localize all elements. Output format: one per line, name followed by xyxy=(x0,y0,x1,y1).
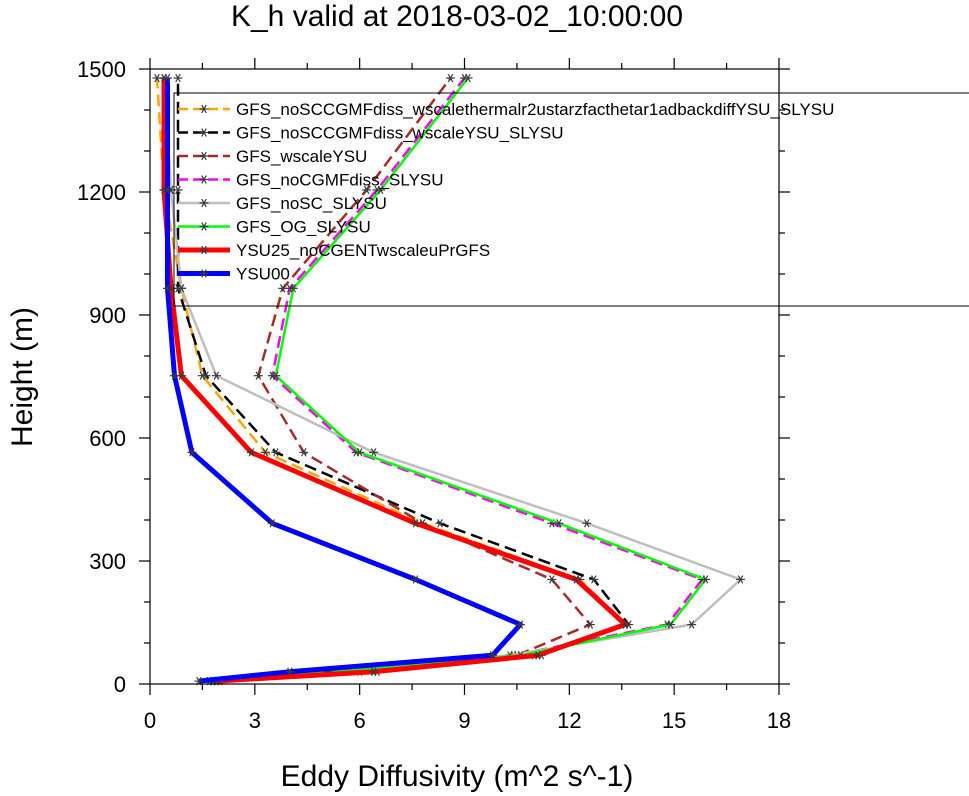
series-8 xyxy=(162,73,525,686)
series-6-point xyxy=(376,185,386,195)
legend-marker xyxy=(199,269,209,278)
series-5-point xyxy=(687,620,697,629)
series-8-point xyxy=(162,73,172,83)
x-tick-label: 9 xyxy=(458,708,470,733)
legend-box xyxy=(173,92,969,307)
legend-entry-2: GFS_noSCCGMFdiss_wscaleYSU_SLYSU xyxy=(178,124,564,143)
series-5-point xyxy=(176,284,186,293)
legend-label: GFS_noSCCGMFdiss_wscaleYSU_SLYSU xyxy=(236,124,564,143)
series-1-point xyxy=(260,448,270,457)
y-axis-label: Height (m) xyxy=(6,307,39,447)
legend-label: GFS_noCGMFdiss_SLYSU xyxy=(236,171,444,190)
chart-title: K_h valid at 2018-03-02_10:00:00 xyxy=(231,0,683,33)
series-5-point xyxy=(211,371,221,380)
legend-marker xyxy=(199,198,209,208)
series-5-point xyxy=(736,575,746,584)
legend-entry-8: YSU00 xyxy=(178,265,290,284)
series-8-point xyxy=(169,371,179,380)
series-line-3 xyxy=(212,77,592,683)
legend-marker xyxy=(199,104,209,114)
series-7-point xyxy=(246,448,256,457)
series-7-point xyxy=(571,575,581,584)
legend-entry-1: GFS_noSCCGMFdiss_wscalethermalr2ustarzfa… xyxy=(178,100,834,119)
series-6-point xyxy=(554,519,564,528)
series-3-point xyxy=(253,371,263,380)
legend-label: GFS_wscaleYSU xyxy=(236,147,367,166)
legend-entry-4: GFS_noCGMFdiss_SLYSU xyxy=(178,171,444,190)
series-8-point xyxy=(162,284,172,293)
series-6-point xyxy=(355,448,365,457)
x-tick-label: 3 xyxy=(249,708,261,733)
y-tick-label: 300 xyxy=(89,549,126,574)
series-3-point xyxy=(362,185,372,195)
legend-label: YSU00 xyxy=(236,265,290,284)
y-tick-label: 0 xyxy=(114,672,126,697)
series-7-point xyxy=(533,651,543,660)
y-tick-label: 1200 xyxy=(77,180,126,205)
x-tick-label: 18 xyxy=(767,708,791,733)
legend-marker xyxy=(199,175,209,184)
legend-label: YSU25_noCGENTwscaleuPrGFS xyxy=(236,241,490,260)
series-5-point xyxy=(369,448,379,457)
legend-marker xyxy=(199,222,209,231)
legend-entry-5: GFS_noSC_SLYSU xyxy=(178,194,387,213)
series-7-point xyxy=(369,667,379,676)
legend-marker xyxy=(199,245,209,255)
legend-entry-6: GFS_OG_SLYSU xyxy=(178,218,371,237)
legend-marker xyxy=(199,128,209,137)
series-6-point xyxy=(463,73,473,83)
legend-label: GFS_OG_SLYSU xyxy=(236,218,371,237)
series-6-point xyxy=(288,284,298,293)
y-tick-label: 900 xyxy=(89,303,126,328)
series-2-point xyxy=(589,575,599,584)
series-3-point xyxy=(547,575,557,584)
x-tick-label: 0 xyxy=(144,708,156,733)
series-7-point xyxy=(411,519,421,528)
legend-marker xyxy=(199,151,209,161)
y-tick-label: 600 xyxy=(89,426,126,451)
legend-entry-7: YSU25_noCGENTwscaleuPrGFS xyxy=(178,241,490,260)
legend-label: GFS_noSC_SLYSU xyxy=(236,194,387,213)
y-tick-label: 1500 xyxy=(77,57,126,82)
legend-entry-3: GFS_wscaleYSU xyxy=(178,147,367,166)
series-7-point xyxy=(620,620,630,629)
series-6-point xyxy=(701,575,711,584)
legend-label: GFS_noSCCGMFdiss_wscalethermalr2ustarzfa… xyxy=(236,100,834,119)
series-line-4 xyxy=(212,77,704,683)
series-8-point xyxy=(285,667,295,676)
legend: GFS_noSCCGMFdiss_wscalethermalr2ustarzfa… xyxy=(173,92,969,307)
x-tick-label: 6 xyxy=(354,708,366,733)
series-8-point xyxy=(487,651,497,660)
series-8-point xyxy=(187,448,197,457)
series-line-2 xyxy=(176,78,630,683)
series-line-6 xyxy=(212,77,707,683)
series-line-8 xyxy=(165,78,523,684)
series-2-point xyxy=(173,73,183,83)
series-line-5 xyxy=(162,77,742,683)
x-tick-label: 12 xyxy=(557,708,581,733)
series-8-point xyxy=(267,519,277,528)
series-2-point xyxy=(271,448,281,457)
series-8-point xyxy=(411,575,421,584)
series-2-point xyxy=(201,371,211,380)
series-6-point xyxy=(666,620,676,629)
x-axis-label: Eddy Diffusivity (m^2 s^-1) xyxy=(281,760,634,793)
series-line-1 xyxy=(155,77,627,683)
axes-layer: 0 3 6 9 12 15 18 0 300 600 900 1200 1500 xyxy=(77,57,791,733)
series-2-point xyxy=(435,519,445,528)
series-3-point xyxy=(585,620,595,629)
series-3-point xyxy=(299,448,309,457)
series-8-point xyxy=(515,620,525,629)
series-5-point xyxy=(582,519,592,528)
series-3-point xyxy=(446,73,456,83)
series-8-point xyxy=(162,185,172,195)
series-6-point xyxy=(271,371,281,380)
x-tick-label: 15 xyxy=(662,708,686,733)
